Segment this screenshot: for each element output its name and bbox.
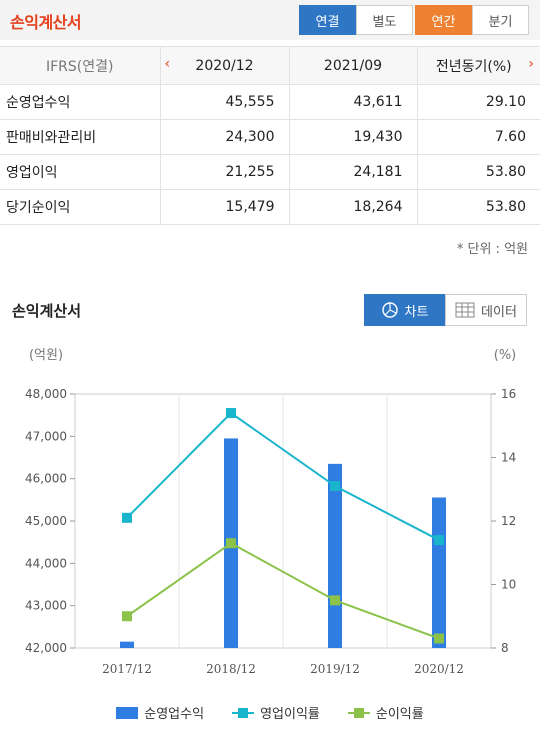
- table-icon: [455, 302, 475, 318]
- col-header-2: 전년동기(%) ›: [416, 46, 540, 85]
- legend-label: 순영업수익: [144, 707, 205, 722]
- left-tick-label: 44,000: [25, 556, 67, 570]
- pie-chart-icon: [381, 302, 398, 318]
- cell: 7.60: [416, 119, 540, 155]
- col-label-1: 2021/09: [323, 57, 383, 74]
- ifrs-header: IFRS(연결): [0, 46, 160, 85]
- chart-view-label: 차트: [404, 304, 429, 320]
- left-tick-label: 45,000: [25, 514, 67, 528]
- ifrs-label: IFRS(연결): [46, 58, 114, 75]
- legend-swatch: [116, 706, 139, 719]
- series-line: [126, 542, 440, 640]
- line-point: [226, 538, 236, 549]
- cell: 24,181: [288, 154, 417, 190]
- row-label: 영업이익: [0, 154, 160, 190]
- chart-legend: 순영업수익 영업이익률 순이익률: [0, 703, 540, 722]
- table-row: 판매비와관리비 24,300 19,430 7.60: [0, 119, 540, 155]
- top-bar: 손익계산서 연결 별도 연간 분기: [0, 0, 540, 40]
- left-tick-label: 47,000: [25, 429, 67, 443]
- cell: 53.80: [416, 189, 540, 225]
- right-tick-label: 8: [501, 641, 509, 655]
- tab-consolidated[interactable]: 연결: [299, 5, 356, 35]
- cell: 21,255: [159, 154, 289, 190]
- left-tick-label: 48,000: [25, 387, 67, 401]
- chart-view-button[interactable]: 차트: [364, 294, 445, 326]
- data-view-button[interactable]: 데이터: [445, 294, 527, 326]
- col-label-2: 전년동기(%): [435, 58, 512, 75]
- left-tick-label: 43,000: [25, 599, 67, 613]
- x-tick-label: 2018/12: [206, 662, 256, 676]
- table-row: 당기순이익 15,479 18,264 53.80: [0, 189, 540, 225]
- line-point: [330, 595, 340, 606]
- legend-label: 순이익률: [375, 707, 424, 722]
- view-toggle: 차트 데이터: [364, 294, 527, 326]
- scope-toggle: 연결 별도: [299, 5, 413, 35]
- line-point: [330, 481, 340, 492]
- legend-item[interactable]: 영업이익률: [232, 703, 320, 722]
- legend-swatch: [232, 707, 255, 718]
- right-tick-label: 14: [501, 451, 516, 465]
- bar-mark: [328, 463, 342, 648]
- legend-label: 영업이익률: [260, 707, 320, 722]
- col-label-0: 2020/12: [195, 57, 254, 74]
- income-table: IFRS(연결) ‹ 2020/12 2021/09 전년동기(%) › 순영업…: [0, 46, 540, 225]
- period-toggle: 연간 분기: [415, 5, 529, 35]
- line-point: [434, 633, 444, 644]
- next-arrow-icon[interactable]: ›: [528, 56, 534, 72]
- x-tick-label: 2017/12: [102, 662, 152, 676]
- col-header-0: ‹ 2020/12: [159, 46, 289, 85]
- cell: 53.80: [416, 154, 540, 190]
- series-line: [126, 411, 440, 541]
- table-row: 영업이익 21,255 24,181 53.80: [0, 154, 540, 190]
- income-chart: 48,000 47,000 46,000 45,000 44,000 43,000 42,0…: [25, 348, 517, 676]
- right-tick-label: 16: [501, 387, 516, 401]
- left-tick-label: 46,000: [25, 472, 67, 486]
- table-row: 순영업수익 45,555 43,611 29.10: [0, 84, 540, 120]
- line-point: [226, 408, 236, 419]
- line-point: [122, 611, 132, 622]
- tab-quarterly[interactable]: 분기: [472, 5, 529, 35]
- cell: 45,555: [159, 84, 289, 120]
- tab-separate[interactable]: 별도: [356, 5, 413, 35]
- x-tick-label: 2019/12: [310, 662, 360, 676]
- cell: 29.10: [416, 84, 540, 120]
- chart-section-title: 손익계산서: [12, 302, 82, 320]
- right-axis-label: (%): [494, 348, 517, 363]
- legend-item[interactable]: 순영업수익: [116, 703, 204, 722]
- bar-mark: [432, 497, 446, 648]
- legend-item[interactable]: 순이익률: [347, 703, 424, 722]
- legend-swatch: [347, 707, 370, 718]
- table-header-row: IFRS(연결) ‹ 2020/12 2021/09 전년동기(%) ›: [0, 46, 540, 85]
- x-tick-label: 2020/12: [414, 662, 464, 676]
- data-view-label: 데이터: [481, 304, 517, 320]
- cell: 43,611: [288, 84, 417, 120]
- row-label: 당기순이익: [0, 189, 160, 225]
- cell: 19,430: [288, 119, 417, 155]
- right-tick-label: 10: [501, 578, 516, 592]
- cell: 18,264: [288, 189, 417, 225]
- bar-mark: [120, 641, 134, 648]
- right-tick-label: 12: [501, 514, 516, 528]
- col-header-1: 2021/09: [288, 46, 417, 85]
- prev-arrow-icon[interactable]: ‹: [164, 56, 171, 72]
- cell: 24,300: [159, 119, 289, 155]
- line-point: [122, 512, 132, 523]
- line-point: [434, 535, 444, 546]
- row-label: 순영업수익: [0, 84, 160, 120]
- left-tick-label: 42,000: [25, 641, 67, 655]
- page-title: 손익계산서: [10, 13, 82, 32]
- unit-note: * 단위 : 억원: [456, 242, 528, 257]
- left-axis-label: (억원): [29, 348, 63, 363]
- row-label: 판매비와관리비: [0, 119, 160, 155]
- tab-annual[interactable]: 연간: [415, 5, 472, 35]
- cell: 15,479: [159, 189, 289, 225]
